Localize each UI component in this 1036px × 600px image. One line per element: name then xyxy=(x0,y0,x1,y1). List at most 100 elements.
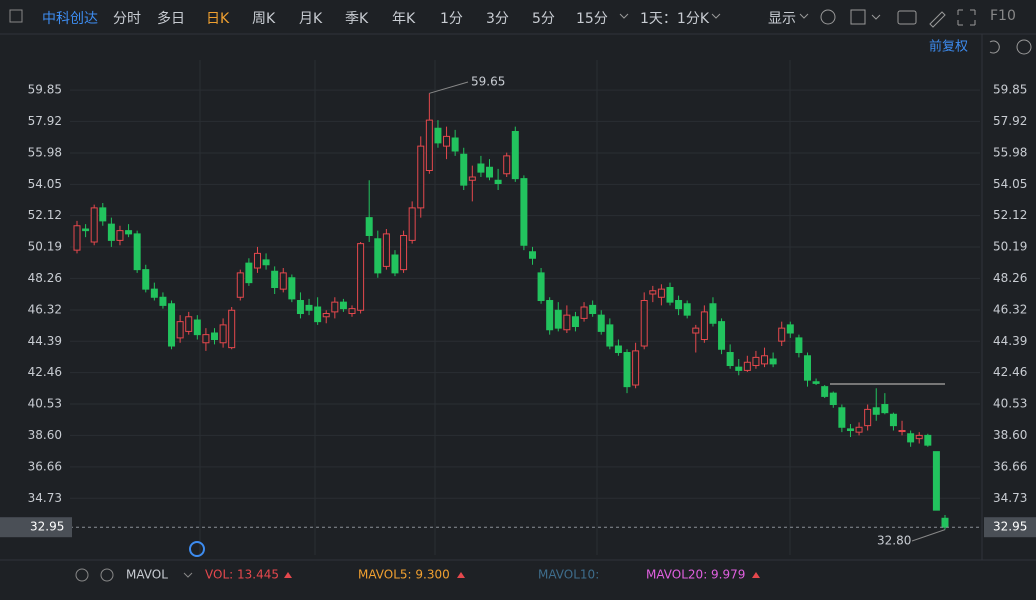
candle-body xyxy=(374,238,382,274)
draw-icon[interactable] xyxy=(929,11,946,28)
candle-body xyxy=(554,309,562,329)
candle-body xyxy=(107,223,115,241)
camera-icon[interactable] xyxy=(897,10,917,25)
settings-icon[interactable] xyxy=(820,9,836,25)
period-tab[interactable]: 月K xyxy=(299,11,323,27)
candle-body xyxy=(271,270,279,289)
f10-button[interactable]: F10 xyxy=(990,8,1016,24)
candle-body xyxy=(211,332,219,341)
period-tab[interactable]: 周K xyxy=(252,11,276,27)
candle-body xyxy=(82,228,90,232)
candle-body xyxy=(434,127,442,144)
period-tab[interactable]: 多日 xyxy=(157,11,185,27)
y-tick-label: 48.26 xyxy=(28,271,62,285)
stock-name[interactable]: 中科创达 xyxy=(42,11,98,27)
dropdown-icon[interactable] xyxy=(619,13,629,19)
candle-body xyxy=(520,178,528,246)
candle-body xyxy=(305,304,313,311)
candle-body xyxy=(511,131,519,180)
indicator-name[interactable]: MAVOL xyxy=(126,568,168,582)
candle-body xyxy=(279,272,287,290)
y-tick-label: 36.66 xyxy=(28,459,62,473)
period-tab[interactable]: 分时 xyxy=(113,11,141,27)
high-annotation: 59.65 xyxy=(471,75,505,89)
toolbar-bg xyxy=(0,0,1036,34)
checkbox-icon[interactable] xyxy=(850,9,866,25)
candle-body xyxy=(718,321,726,350)
candle-body xyxy=(408,207,416,241)
display-menu[interactable]: 显示 xyxy=(768,11,796,27)
fullscreen-icon[interactable] xyxy=(957,9,976,26)
candle-body xyxy=(614,345,622,354)
candle-body xyxy=(99,207,107,222)
candle-body xyxy=(133,233,141,271)
candle-body xyxy=(846,428,854,432)
range-select[interactable]: 1天：1分K xyxy=(640,11,709,27)
undo-icon[interactable] xyxy=(989,40,1000,54)
last-price-label-right: 32.95 xyxy=(993,520,1027,534)
indicator-dropdown[interactable] xyxy=(183,572,193,578)
adjust-mode[interactable]: 前复权 xyxy=(929,39,968,55)
candle-body xyxy=(907,433,915,443)
candle-body xyxy=(735,366,743,371)
dropdown-icon[interactable] xyxy=(711,13,721,19)
y-tick-label-right: 44.39 xyxy=(993,334,1027,348)
y-tick-label: 40.53 xyxy=(28,397,62,411)
dropdown-icon[interactable] xyxy=(799,13,809,19)
candle-body xyxy=(932,451,940,511)
candle-body xyxy=(314,306,322,323)
sidebar-icon[interactable] xyxy=(9,9,23,23)
y-tick-label: 34.73 xyxy=(28,491,62,505)
candle-body xyxy=(752,356,760,367)
candle-body xyxy=(537,272,545,302)
candle-body xyxy=(778,327,786,342)
y-tick-label-right: 54.05 xyxy=(993,177,1027,191)
candle-body xyxy=(142,269,150,290)
candle-body xyxy=(202,334,210,344)
mavol5-label: MAVOL5: 9.300 xyxy=(358,568,450,582)
period-tab[interactable]: 年K xyxy=(392,11,416,27)
candle-body xyxy=(193,319,201,336)
last-price-box xyxy=(0,517,72,538)
period-tab[interactable]: 1分 xyxy=(440,11,463,27)
candle-body xyxy=(322,313,330,318)
candle-body xyxy=(168,303,176,347)
y-tick-label-right: 52.12 xyxy=(993,208,1027,222)
period-tab[interactable]: 3分 xyxy=(486,11,509,27)
y-tick-label-right: 59.85 xyxy=(993,83,1027,97)
dropdown-icon[interactable] xyxy=(871,14,881,20)
y-tick-label-right: 48.26 xyxy=(993,271,1027,285)
y-tick-label-right: 40.53 xyxy=(993,397,1027,411)
candle-body xyxy=(803,355,811,381)
candle-body xyxy=(881,404,889,414)
candle-body xyxy=(245,262,253,284)
candle-body xyxy=(898,430,906,433)
candle-body xyxy=(417,145,425,209)
candle-body xyxy=(357,243,365,311)
candle-body xyxy=(683,303,691,316)
indicator-settings-icon[interactable] xyxy=(75,568,89,582)
candle-body xyxy=(460,153,468,186)
candle-body xyxy=(400,235,408,271)
candle-body xyxy=(443,135,451,147)
candle-body xyxy=(339,301,347,310)
candle-body xyxy=(838,407,846,428)
reset-icon[interactable] xyxy=(1016,39,1032,55)
candle-body xyxy=(90,207,98,243)
candle-body xyxy=(159,296,167,306)
candle-body xyxy=(477,163,485,173)
period-tab[interactable]: 季K xyxy=(345,11,369,27)
indicator-close-icon[interactable] xyxy=(100,568,114,582)
candle-body xyxy=(855,426,863,433)
candle-body xyxy=(546,300,554,331)
candle-body xyxy=(262,259,270,266)
candle-body xyxy=(692,327,700,334)
y-tick-label-right: 36.66 xyxy=(993,459,1027,473)
candle-body xyxy=(649,290,657,295)
period-tab[interactable]: 5分 xyxy=(532,11,555,27)
period-tab[interactable]: 15分 xyxy=(576,11,608,27)
locate-icon[interactable] xyxy=(189,541,205,557)
period-tab[interactable]: 日K xyxy=(206,11,230,27)
